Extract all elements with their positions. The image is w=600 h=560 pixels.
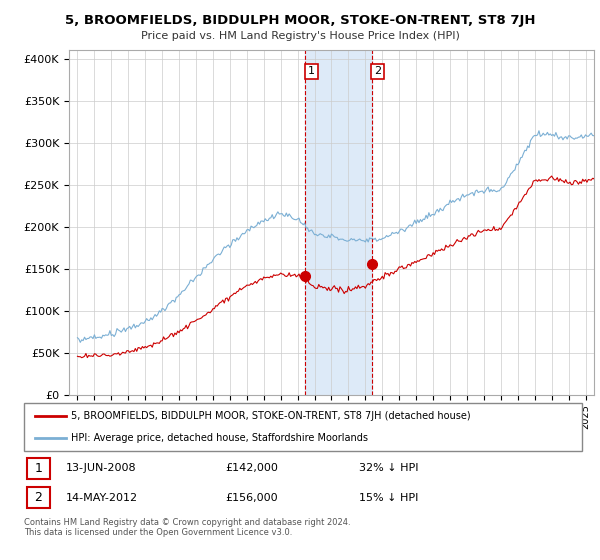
Text: 2: 2 [35, 491, 43, 504]
Text: 15% ↓ HPI: 15% ↓ HPI [359, 493, 418, 503]
Text: 1: 1 [308, 67, 315, 76]
Text: 5, BROOMFIELDS, BIDDULPH MOOR, STOKE-ON-TRENT, ST8 7JH: 5, BROOMFIELDS, BIDDULPH MOOR, STOKE-ON-… [65, 14, 535, 27]
Text: 5, BROOMFIELDS, BIDDULPH MOOR, STOKE-ON-TRENT, ST8 7JH (detached house): 5, BROOMFIELDS, BIDDULPH MOOR, STOKE-ON-… [71, 411, 471, 421]
Text: Price paid vs. HM Land Registry's House Price Index (HPI): Price paid vs. HM Land Registry's House … [140, 31, 460, 41]
Text: 2: 2 [374, 67, 382, 76]
Text: £142,000: £142,000 [225, 463, 278, 473]
Text: Contains HM Land Registry data © Crown copyright and database right 2024.
This d: Contains HM Land Registry data © Crown c… [24, 518, 350, 538]
Text: 13-JUN-2008: 13-JUN-2008 [66, 463, 136, 473]
FancyBboxPatch shape [27, 458, 50, 479]
FancyBboxPatch shape [24, 403, 582, 451]
Text: 14-MAY-2012: 14-MAY-2012 [66, 493, 138, 503]
Text: 1: 1 [35, 462, 43, 475]
Text: £156,000: £156,000 [225, 493, 278, 503]
Text: HPI: Average price, detached house, Staffordshire Moorlands: HPI: Average price, detached house, Staf… [71, 433, 368, 443]
Text: 32% ↓ HPI: 32% ↓ HPI [359, 463, 418, 473]
FancyBboxPatch shape [27, 487, 50, 508]
Bar [305, 50, 371, 395]
